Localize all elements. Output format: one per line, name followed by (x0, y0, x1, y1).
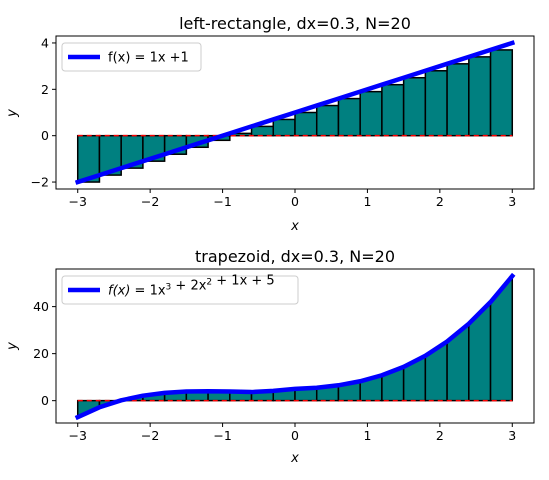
x-axis-label: x (290, 451, 299, 466)
x-tick-label: −3 (69, 428, 87, 443)
y-tick-label: −2 (31, 175, 49, 190)
y-tick-label: 20 (33, 346, 49, 361)
legend-box (61, 42, 202, 72)
bar (424, 70, 448, 137)
x-tick-label: 1 (363, 428, 371, 443)
x-tick-label: 3 (508, 194, 516, 209)
legend: f(x) = 1x +1 (61, 42, 202, 72)
x-tick-label: −1 (213, 194, 231, 209)
y-ticks: −2 0 2 4 (31, 35, 56, 190)
bar (402, 76, 427, 137)
bar (272, 118, 296, 137)
x-tick-label: −2 (141, 428, 159, 443)
x-tick-label: −2 (141, 194, 159, 209)
bar (489, 49, 514, 137)
bar (250, 125, 275, 137)
x-tick-label: −1 (213, 428, 231, 443)
bar (446, 63, 470, 137)
x-tick-label: 0 (291, 428, 299, 443)
legend-label: f(x) = 1x +1 (108, 51, 189, 66)
function-curve (74, 272, 516, 421)
y-tick-label: 0 (41, 393, 49, 408)
bar (359, 90, 383, 137)
x-tick-label: 3 (508, 428, 516, 443)
legend: f(x) = 1x3 + 2x2 + 1x + 5 (61, 274, 299, 305)
function-curve (74, 40, 516, 185)
chart-trapezoid: trapezoid, dx=0.3, N=20 −3 −2 −1 0 1 2 3 0 20 40 f… (5, 247, 535, 466)
chart-left-rectangle: left-rectangle, dx=0.3, N=20 −3 −2 −1 0 1 2 3−… (5, 14, 535, 234)
y-tick-label: 0 (41, 128, 49, 143)
bar (337, 97, 361, 137)
chart-title: left-rectangle, dx=0.3, N=20 (179, 14, 411, 33)
y-tick-label: 4 (41, 35, 49, 50)
y-tick-label: 40 (33, 299, 49, 314)
x-ticks: −3 −2 −1 0 1 2 3 (69, 189, 516, 209)
x-tick-label: 1 (363, 194, 371, 209)
x-axis-label: x (290, 219, 299, 234)
plot-area: −3 −2 −1 0 1 2 3 −2 0 2 4 f(x) = 1x +1 (31, 35, 535, 209)
x-ticks: −3 −2 −1 0 1 2 3 (69, 423, 516, 443)
x-tick-label: 0 (291, 194, 299, 209)
bar (381, 83, 405, 137)
bar (468, 56, 492, 137)
bars (76, 273, 514, 419)
trapezoid (468, 300, 492, 402)
y-ticks: 0 20 40 (33, 299, 56, 408)
y-axis-label: y (5, 109, 20, 118)
x-tick-label: −3 (69, 194, 87, 209)
bar (294, 111, 318, 137)
legend-label: f(x) = 1x3 + 2x2 + 1x + 5 (108, 274, 275, 299)
y-tick-label: 2 (41, 82, 49, 97)
x-tick-label: 2 (436, 194, 444, 209)
plot-area: −3 −2 −1 0 1 2 3 0 20 40 f(x) = 1x3 + 2x2 + 1x + 5 (33, 268, 535, 443)
x-tick-label: 2 (436, 428, 444, 443)
bar (315, 104, 340, 137)
y-axis-label: y (5, 342, 20, 351)
chart-title: trapezoid, dx=0.3, N=20 (195, 247, 395, 266)
legend-box (61, 275, 299, 305)
